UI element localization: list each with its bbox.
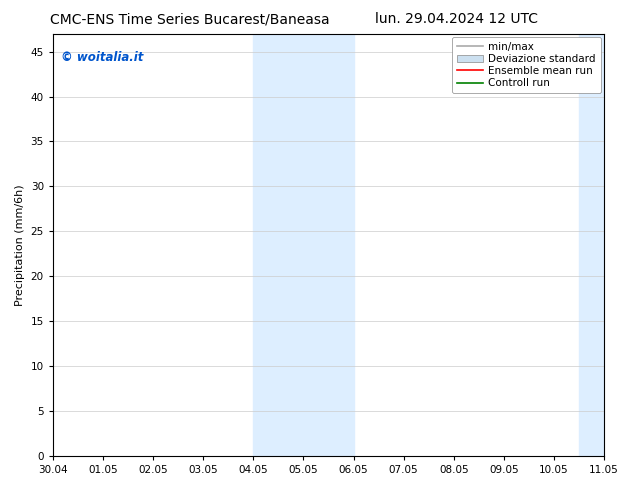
Bar [579, 34, 629, 456]
Y-axis label: Precipitation (mm/6h): Precipitation (mm/6h) [15, 184, 25, 306]
Text: © woitalia.it: © woitalia.it [61, 50, 143, 64]
Bar [254, 34, 354, 456]
Text: CMC-ENS Time Series Bucarest/Baneasa: CMC-ENS Time Series Bucarest/Baneasa [50, 12, 330, 26]
Legend: min/max, Deviazione standard, Ensemble mean run, Controll run: min/max, Deviazione standard, Ensemble m… [452, 37, 601, 94]
Text: lun. 29.04.2024 12 UTC: lun. 29.04.2024 12 UTC [375, 12, 538, 26]
